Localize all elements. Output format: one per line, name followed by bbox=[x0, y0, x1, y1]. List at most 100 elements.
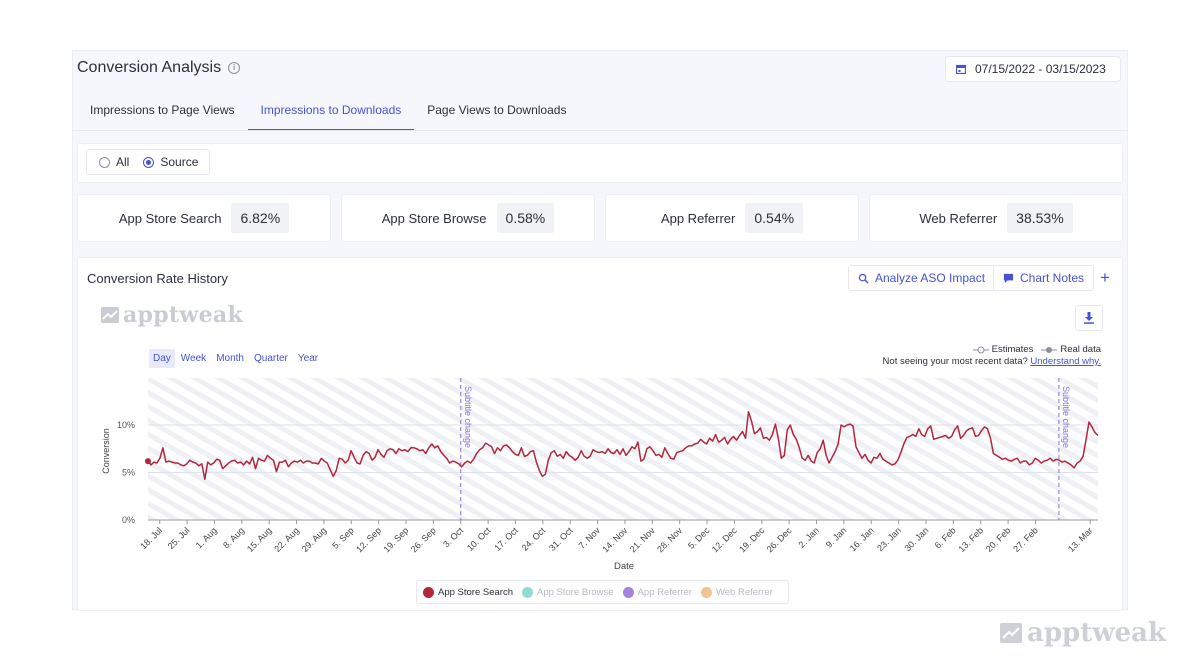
estimates-legend: Estimates bbox=[972, 344, 1034, 355]
y-tick-label: 5% bbox=[122, 468, 135, 478]
chart-title: Conversion Rate History bbox=[87, 271, 228, 286]
conversion-rate-history-card: Conversion Rate History Analyze ASO Impa… bbox=[77, 257, 1123, 611]
logo-icon bbox=[101, 307, 119, 323]
radio-source[interactable]: Source bbox=[143, 155, 198, 169]
radio-all-circle[interactable] bbox=[99, 156, 110, 168]
period-week[interactable]: Week bbox=[180, 353, 207, 364]
x-tick-label: 10. Oct bbox=[465, 525, 493, 553]
x-tick-label: 9. Jan bbox=[824, 525, 848, 549]
x-tick-label: 24. Oct bbox=[520, 525, 548, 553]
x-tick-label: 1. Aug bbox=[194, 525, 219, 550]
x-tick-label: 17. Oct bbox=[492, 525, 520, 553]
period-selector: Day Week Month Quarter Year bbox=[149, 349, 324, 368]
legend-web-referrer[interactable]: Web Referrer bbox=[700, 586, 773, 598]
date-range-picker[interactable]: 07/15/2022 - 03/15/2023 bbox=[945, 56, 1121, 82]
legend-dot bbox=[622, 586, 634, 598]
info-icon[interactable]: i bbox=[228, 62, 241, 74]
metric-label: Web Referrer bbox=[919, 210, 998, 226]
download-button[interactable] bbox=[1075, 305, 1103, 331]
y-tick-label: 10% bbox=[117, 420, 135, 430]
legend-dot bbox=[423, 586, 434, 598]
x-tick-label: 12. Sep bbox=[354, 525, 383, 554]
x-tick-label: 27. Feb bbox=[1011, 525, 1040, 554]
estimates-label: Estimates bbox=[991, 344, 1034, 355]
legend-dot bbox=[700, 586, 712, 598]
metric-card-web-referrer[interactable]: Web Referrer 38.53% bbox=[869, 194, 1123, 242]
apptweak-logo: apptweak bbox=[101, 302, 243, 328]
period-day[interactable]: Day bbox=[149, 349, 175, 368]
data-notice: Not seeing your most recent data? Unders… bbox=[883, 356, 1101, 367]
apptweak-watermark: apptweak bbox=[1000, 618, 1166, 648]
series-legend: App Store Search App Store Browse App Re… bbox=[416, 580, 789, 604]
x-tick-label: 25. Jul bbox=[166, 525, 192, 551]
estimates-marker-icon bbox=[972, 346, 989, 353]
radio-all[interactable]: All bbox=[99, 155, 129, 169]
legend-app-store-browse[interactable]: App Store Browse bbox=[522, 586, 614, 598]
add-note-button[interactable]: + bbox=[1100, 268, 1110, 287]
tab-impressions-to-page-views[interactable]: Impressions to Page Views bbox=[90, 103, 235, 117]
page-title: Conversion Analysis bbox=[77, 59, 222, 76]
real-data-label: Real data bbox=[1060, 344, 1101, 355]
x-tick-label: 19. Sep bbox=[381, 525, 410, 554]
legend-label: App Store Browse bbox=[537, 586, 614, 598]
x-tick-label: 19. Dec bbox=[737, 525, 766, 554]
x-tick-label: 6. Feb bbox=[933, 525, 958, 550]
x-tick-label: 12. Dec bbox=[710, 525, 739, 554]
legend-label: App Store Search bbox=[438, 586, 513, 598]
x-tick-label: 7. Nov bbox=[577, 525, 603, 551]
x-tick-label: 8. Aug bbox=[221, 525, 246, 550]
metric-card-app-store-search[interactable]: App Store Search 6.82% bbox=[77, 194, 331, 242]
analyze-icon bbox=[858, 273, 869, 284]
watermark-logo-icon bbox=[1000, 623, 1022, 643]
radio-source-label: Source bbox=[160, 155, 199, 169]
x-tick-label: 5. Dec bbox=[686, 525, 712, 551]
real-data-marker-icon bbox=[1041, 346, 1058, 353]
x-tick-label: 28. Nov bbox=[655, 525, 684, 554]
x-tick-label: 26. Sep bbox=[409, 525, 438, 554]
title-row: Conversion Analysis i bbox=[77, 59, 241, 77]
x-tick-label: 29. Aug bbox=[300, 525, 329, 554]
legend-app-store-search[interactable]: App Store Search bbox=[423, 586, 513, 598]
x-tick-label: 30. Jan bbox=[902, 525, 930, 553]
download-icon bbox=[1084, 312, 1094, 324]
period-year[interactable]: Year bbox=[297, 353, 319, 364]
x-tick-label: 14. Nov bbox=[600, 525, 629, 554]
date-range-text: 07/15/2022 - 03/15/2023 bbox=[975, 62, 1106, 76]
tab-page-views-to-downloads[interactable]: Page Views to Downloads bbox=[427, 103, 567, 117]
tabs-divider bbox=[73, 130, 1127, 131]
x-tick-label: 13. Mar bbox=[1066, 525, 1095, 554]
y-axis-title: Conversion bbox=[101, 428, 111, 474]
legend-dot bbox=[522, 586, 533, 598]
period-month[interactable]: Month bbox=[216, 353, 244, 364]
analyze-aso-impact-label: Analyze ASO Impact bbox=[875, 271, 986, 285]
x-tick-label: 2. Jan bbox=[797, 525, 821, 549]
x-tick-label: 13. Feb bbox=[956, 525, 985, 554]
x-tick-label: 5. Sep bbox=[330, 525, 355, 550]
metric-card-app-referrer[interactable]: App Referrer 0.54% bbox=[605, 194, 859, 242]
comment-icon bbox=[1003, 273, 1014, 283]
metric-card-app-store-browse[interactable]: App Store Browse 0.58% bbox=[341, 194, 595, 242]
series-line-app-store-search bbox=[147, 410, 1099, 480]
data-type-legend: Estimates Real data bbox=[965, 344, 1101, 355]
legend-app-referrer[interactable]: App Referrer bbox=[622, 586, 692, 598]
x-tick-label: 21. Nov bbox=[628, 525, 657, 554]
conversion-line-chart: 10% 5% 0% Conversion 18. Jul 25. Jul 1. Aug 8. … bbox=[101, 378, 1099, 572]
understand-why-link[interactable]: Understand why. bbox=[1030, 356, 1101, 367]
series-start-point bbox=[145, 458, 151, 465]
metric-label: App Store Search bbox=[118, 210, 222, 226]
metric-value: 38.53% bbox=[1007, 203, 1073, 233]
chart-notes-button[interactable]: Chart Notes bbox=[993, 265, 1095, 291]
x-tick-label: 3. Oct bbox=[441, 525, 465, 549]
legend-label: App Referrer bbox=[637, 586, 692, 598]
annotation-label: Subtitle change bbox=[1061, 386, 1071, 448]
watermark-text: apptweak bbox=[1027, 618, 1167, 648]
annotation-label: Subtitle change bbox=[463, 386, 473, 448]
period-quarter[interactable]: Quarter bbox=[253, 353, 288, 364]
conversion-tabs: Impressions to Page Views Impressions to… bbox=[77, 93, 579, 131]
radio-all-label: All bbox=[116, 155, 130, 169]
metric-label: App Referrer bbox=[660, 210, 736, 226]
radio-source-circle[interactable] bbox=[143, 156, 155, 168]
analyze-aso-impact-button[interactable]: Analyze ASO Impact bbox=[848, 265, 996, 291]
x-tick-label: 16. Jan bbox=[848, 525, 876, 553]
tab-impressions-to-downloads[interactable]: Impressions to Downloads bbox=[247, 93, 415, 131]
